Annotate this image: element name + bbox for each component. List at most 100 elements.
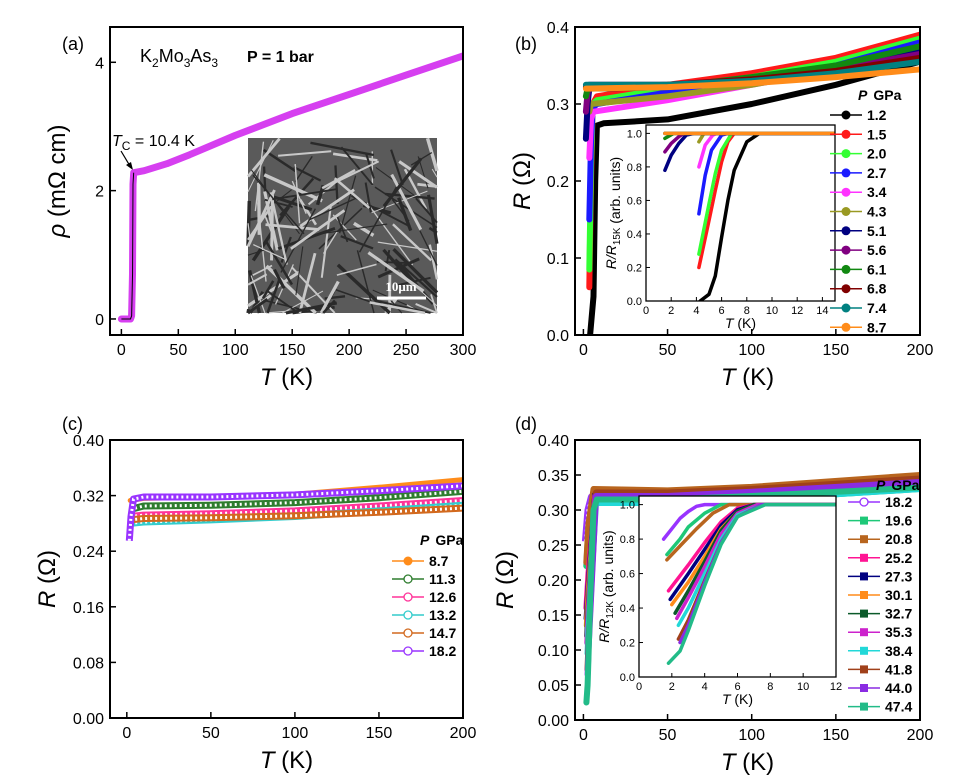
series-line-markers xyxy=(129,489,463,511)
sem-fiber xyxy=(390,149,404,186)
legend-label: 6.8 xyxy=(867,281,887,297)
x-tick-label: 50 xyxy=(659,727,677,744)
legend-marker xyxy=(860,628,868,637)
legend-item: 5.6 xyxy=(830,242,887,258)
legend-item: 2.7 xyxy=(830,165,887,181)
sem-fiber xyxy=(252,174,305,235)
inset-x-axis-label: T (K) xyxy=(722,691,753,707)
y-tick-label: 0.20 xyxy=(538,573,569,590)
x-tick-label: 10 xyxy=(797,681,809,693)
y-tick-label: 0.3 xyxy=(547,97,569,114)
legend-label: 30.1 xyxy=(885,587,912,603)
sem-fiber xyxy=(322,299,336,314)
sem-fiber xyxy=(269,192,288,265)
x-tick-label: 100 xyxy=(738,727,765,744)
legend-marker xyxy=(403,610,413,620)
x-tick-label: 0 xyxy=(579,727,588,744)
x-tick-label: 8 xyxy=(744,305,750,317)
legend-label: 27.3 xyxy=(885,568,912,584)
sem-fiber xyxy=(336,263,377,276)
y-axis-label: R (Ω) xyxy=(492,551,519,609)
y-tick-label: 2 xyxy=(95,184,104,201)
axis-unit: (K) xyxy=(736,749,775,776)
legend-item: 5.1 xyxy=(830,223,887,239)
series-line xyxy=(582,66,920,92)
legend-marker xyxy=(860,516,868,525)
sem-fiber xyxy=(377,257,420,279)
axis-unit: (K) xyxy=(734,315,757,331)
y-tick-label: 0.32 xyxy=(73,489,104,506)
y-tick-label: 0.16 xyxy=(73,600,104,617)
x-tick-label: 100 xyxy=(282,725,309,742)
sem-fiber xyxy=(320,203,333,278)
sem-fiber xyxy=(398,160,438,189)
sem-fiber xyxy=(263,173,323,203)
panel-label: (a) xyxy=(62,34,84,54)
legend-title: P GPa xyxy=(420,532,464,548)
sem-fiber xyxy=(332,152,378,162)
legend-label: 44.0 xyxy=(885,680,912,696)
y-tick-label: 0.15 xyxy=(538,608,569,625)
x-tick-label: 50 xyxy=(659,342,677,359)
y-tick-label: 0.0 xyxy=(627,296,642,308)
x-axis-label: T (K) xyxy=(721,749,774,776)
sem-fiber xyxy=(366,202,414,266)
series-line xyxy=(587,58,920,335)
sem-fiber xyxy=(246,189,276,247)
legend-item: 20.8 xyxy=(848,531,912,547)
legend-item: 8.7 xyxy=(830,319,887,335)
legend-label: 7.4 xyxy=(867,300,887,316)
legend-marker xyxy=(860,702,868,711)
legend-item: 30.1 xyxy=(848,587,912,603)
sem-fiber xyxy=(246,137,281,178)
legend-marker xyxy=(841,187,851,197)
y-axis-label: R (Ω) xyxy=(509,152,536,210)
legend-label: 6.1 xyxy=(867,261,887,277)
legend-item: 18.2 xyxy=(392,643,456,659)
legend-label: 2.7 xyxy=(867,165,887,181)
legend-item: 47.4 xyxy=(848,699,912,715)
legend-label: 11.3 xyxy=(429,571,456,587)
x-tick-label: 250 xyxy=(393,342,420,359)
x-tick-label: 100 xyxy=(222,342,249,359)
legend-marker xyxy=(403,592,413,602)
sem-fiber xyxy=(390,173,423,231)
sem-image: 10μm xyxy=(246,137,439,315)
sem-fiber xyxy=(261,280,275,299)
panel-label: (b) xyxy=(515,34,537,54)
axis-variable: R xyxy=(492,592,519,609)
legend-marker xyxy=(841,226,851,236)
sem-fiber xyxy=(415,197,438,224)
sem-fiber xyxy=(391,198,410,222)
y-tick-label: 0.0 xyxy=(547,328,569,345)
inset-series-line xyxy=(698,131,835,301)
x-tick-label: 300 xyxy=(450,342,477,359)
y-tick-label: 0.2 xyxy=(620,638,635,650)
x-tick-label: 0 xyxy=(643,305,649,317)
sem-fiber xyxy=(295,246,304,296)
compound-formula: K2Mo3As3 xyxy=(140,46,218,70)
legend-label: 20.8 xyxy=(885,531,912,547)
y-tick-label: 0.8 xyxy=(620,534,635,546)
y-tick-label: 0.24 xyxy=(73,544,104,561)
sem-fiber xyxy=(265,223,320,231)
sem-fiber xyxy=(364,182,372,213)
legend-item: 12.6 xyxy=(392,589,456,605)
y-tick-label: 0.35 xyxy=(538,468,569,485)
legend-item: 11.3 xyxy=(392,571,456,587)
sem-fiber xyxy=(339,175,357,234)
legend-marker xyxy=(841,284,851,294)
sem-fiber xyxy=(293,166,322,182)
sem-fiber xyxy=(266,290,299,314)
sem-fiber xyxy=(319,280,340,314)
sem-fiber xyxy=(431,168,438,178)
y-tick-label: 0.8 xyxy=(627,162,642,174)
x-tick-label: 10 xyxy=(766,305,778,317)
axis-variable: T xyxy=(722,691,732,707)
legend-marker xyxy=(860,646,868,655)
legend-label: 35.3 xyxy=(885,624,912,640)
legend-item: 18.2 xyxy=(848,494,912,510)
x-tick-label: 200 xyxy=(336,342,363,359)
y-tick-label: 0.4 xyxy=(620,603,635,615)
y-tick-label: 0.25 xyxy=(538,538,569,555)
